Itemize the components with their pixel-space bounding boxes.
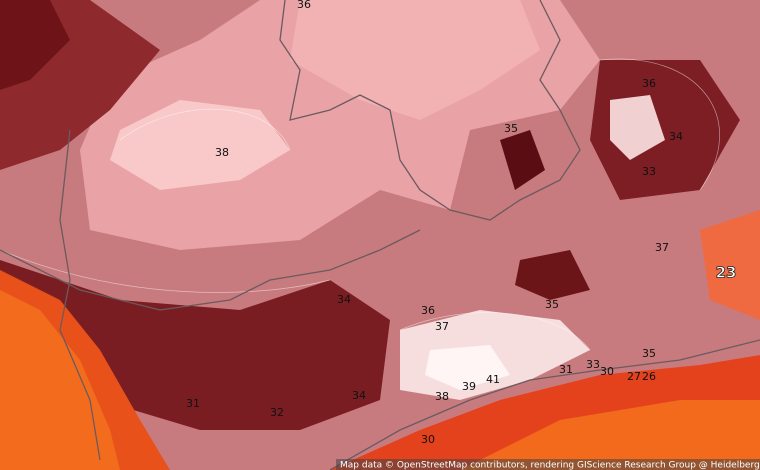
hot-zone: [425, 345, 510, 390]
hot-zone: [110, 100, 290, 190]
contour-label: 37: [655, 241, 669, 254]
contour-label: 36: [297, 0, 311, 11]
contour-label: 38: [435, 390, 449, 403]
contour-label: 26: [642, 370, 656, 383]
contour-label: 33: [642, 165, 656, 178]
contour-label: 41: [486, 373, 500, 386]
contour-label: 36: [421, 304, 435, 317]
contour-label: 39: [462, 380, 476, 393]
contour-label: 30: [600, 365, 614, 378]
contour-label: 37: [435, 320, 449, 333]
contour-label: 38: [215, 146, 229, 159]
attribution: Map data © OpenStreetMap contributors, r…: [340, 461, 760, 470]
contour-label: 35: [504, 122, 518, 135]
contour-label: 33: [586, 358, 600, 371]
contour-label: 30: [421, 433, 435, 446]
cool-zone: [700, 210, 760, 320]
warm-zone: [290, 0, 540, 120]
cool-zone: [0, 290, 120, 470]
contour-label: 27: [627, 370, 641, 383]
contour-label: 34: [337, 293, 351, 306]
contour-label: 35: [642, 347, 656, 360]
hot-zone: [610, 95, 665, 160]
attribution-bg: [336, 459, 760, 470]
cool-zone: [460, 400, 760, 470]
contour-label: 31: [186, 397, 200, 410]
contour-label: 23: [716, 264, 737, 282]
contour-label: 36: [642, 77, 656, 90]
contour-label: 35: [545, 298, 559, 311]
contour-label: 32: [270, 406, 284, 419]
contour-label: 34: [352, 389, 366, 402]
cool-zone: [515, 250, 590, 300]
cool-zone: [0, 0, 70, 90]
contour-label: 34: [669, 130, 683, 143]
cool-zone: [590, 60, 740, 200]
cool-zone: [500, 130, 545, 190]
contour-label: 31: [559, 363, 573, 376]
